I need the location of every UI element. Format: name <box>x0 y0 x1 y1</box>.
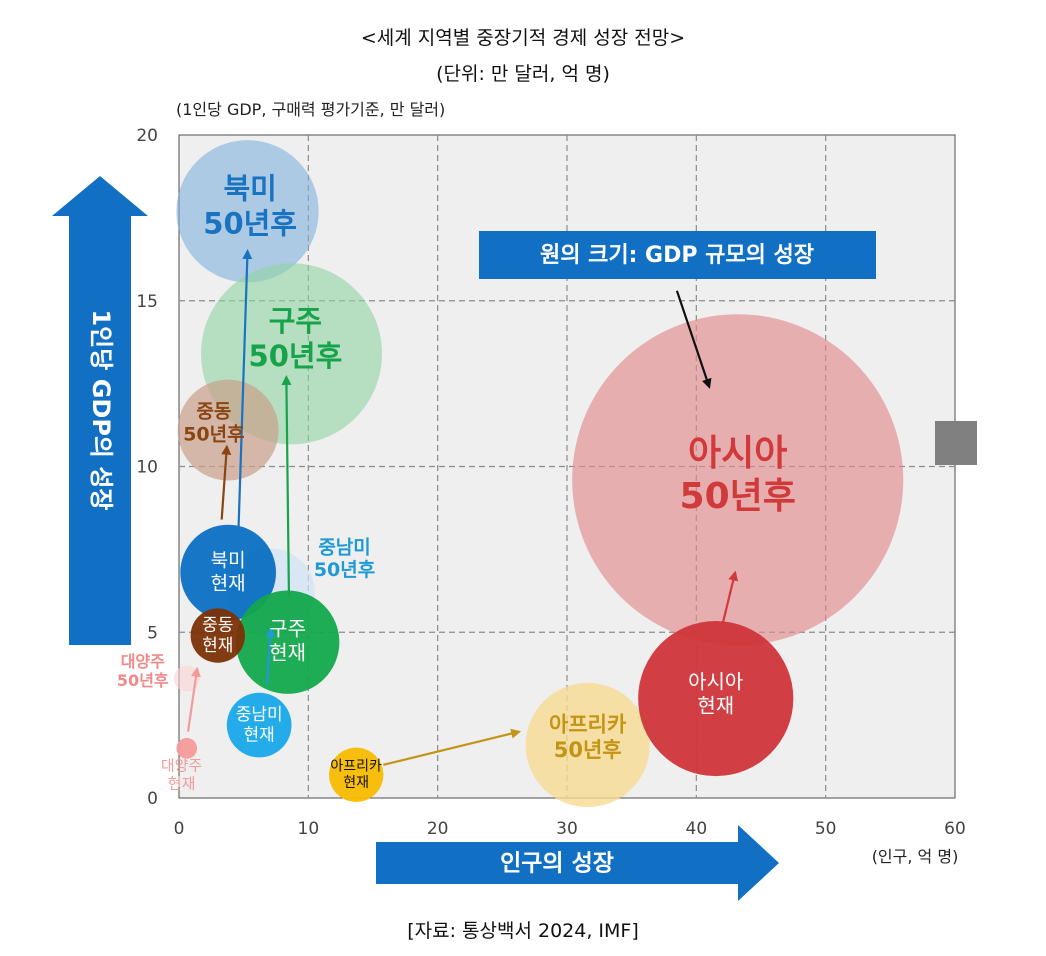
bubble <box>572 314 904 646</box>
bubble <box>226 692 292 758</box>
x-unit-label: (인구, 억 명) <box>872 847 959 866</box>
size-note-banner: 원의 크기: GDP 규모의 성장 <box>479 231 876 279</box>
bubble-label: 중동 <box>196 401 231 423</box>
growth-arrow <box>237 249 253 530</box>
growth-arrow <box>281 374 292 596</box>
bubble-label: 북미 <box>211 550 246 572</box>
bubble <box>180 524 276 621</box>
bubble-label: 구주 <box>269 617 306 641</box>
x-tick-label: 30 <box>556 819 578 839</box>
y-axis-arrow: 1인당 GDP의 성장 <box>52 176 148 645</box>
size-note-box <box>479 231 876 279</box>
bubble-label: 아시아 <box>688 433 787 474</box>
y-tick-labels: 0 5 10 15 20 <box>136 126 158 809</box>
bubble-label: 현재 <box>697 694 734 718</box>
bubble-label: 북미 <box>223 172 276 206</box>
bubble <box>235 590 340 694</box>
bubble-label: 50년후 <box>680 476 796 517</box>
bubble <box>190 608 245 663</box>
growth-arrow <box>383 728 522 766</box>
chart-title: <세계 지역별 중장기적 경제 성장 전망> <box>361 27 685 49</box>
bubble-label: 아프리카 <box>330 758 382 774</box>
bubble <box>525 682 650 808</box>
bubble-label: 대양주 <box>121 652 165 671</box>
x-axis-title: 인구의 성장 <box>500 851 614 877</box>
growth-arrow <box>265 626 276 686</box>
bubble-label: 50년후 <box>117 671 169 690</box>
bubble-label: 현재 <box>202 636 233 656</box>
y-tick-label: 10 <box>136 458 158 478</box>
bubble-label: 아시아 <box>688 670 743 694</box>
x-axis-arrow-shape <box>376 825 779 901</box>
source-note: [자료: 통상백서 2024, IMF] <box>407 920 639 942</box>
x-tick-labels: 0 10 20 30 40 50 60 <box>174 819 966 839</box>
x-tick-label: 0 <box>174 819 185 839</box>
bubble-label: 50년후 <box>183 423 244 445</box>
size-note-text: 원의 크기: GDP 규모의 성장 <box>540 243 814 268</box>
y-tick-label: 20 <box>136 126 158 146</box>
growth-arrow <box>721 570 739 626</box>
bubble <box>176 140 319 283</box>
chart-subtitle: (단위: 만 달러, 억 명) <box>436 63 610 85</box>
x-tick-label: 10 <box>298 819 320 839</box>
bubble-label: 현재 <box>168 774 196 792</box>
x-tick-label: 20 <box>427 819 449 839</box>
x-tick-label: 50 <box>815 819 837 839</box>
bubble <box>638 620 794 777</box>
bubble-label: 아프리카 <box>549 713 627 737</box>
y-tick-label: 15 <box>136 292 158 312</box>
bubble-label: 중남미 <box>236 705 283 725</box>
x-tick-label: 60 <box>944 819 966 839</box>
x-tick-label: 40 <box>686 819 708 839</box>
bubble-label: 50년후 <box>203 206 297 240</box>
bubble-label: 현재 <box>269 641 306 665</box>
bubble <box>329 747 384 802</box>
bubbles <box>173 140 904 808</box>
bubble-label: 대양주 <box>161 756 202 774</box>
bubble <box>176 737 198 759</box>
bubble-label: 현재 <box>343 775 369 791</box>
growth-arrow <box>186 666 201 732</box>
bubble <box>177 379 279 481</box>
gray-marker <box>935 421 977 465</box>
bubble-label: 현재 <box>244 725 275 745</box>
bubble-label: 중남미 <box>318 536 370 558</box>
bubble-label: 50년후 <box>554 738 622 762</box>
growth-arrow <box>675 290 712 389</box>
y-unit-label: (1인당 GDP, 구매력 평가기준, 만 달러) <box>176 100 445 119</box>
y-tick-label: 0 <box>147 789 158 809</box>
bubble-label: 현재 <box>211 572 246 594</box>
bubble-label: 중동 <box>202 615 233 635</box>
y-tick-label: 5 <box>147 623 158 643</box>
y-axis-arrow-shape <box>52 176 148 645</box>
growth-arrow <box>220 444 232 520</box>
bubble-label: 구주 <box>269 304 322 338</box>
y-axis-title: 1인당 GDP의 성장 <box>87 309 115 510</box>
growth-arrows <box>186 249 739 766</box>
x-axis-arrow: 인구의 성장 <box>376 825 779 901</box>
bubble-label: 50년후 <box>314 559 375 581</box>
bubble-label: 50년후 <box>249 339 343 373</box>
